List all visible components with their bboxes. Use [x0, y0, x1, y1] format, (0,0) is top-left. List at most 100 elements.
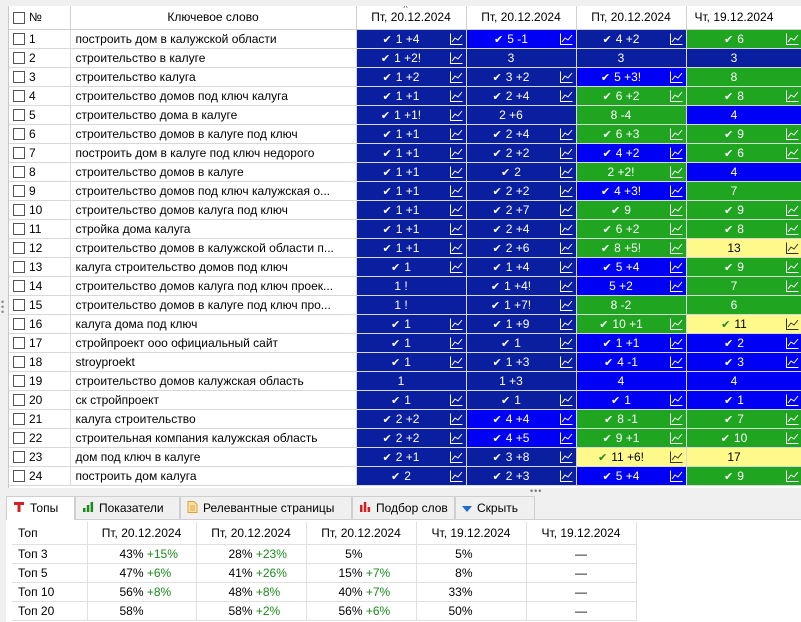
trend-chart-icon[interactable]: [669, 128, 683, 140]
table-row[interactable]: 21 калуга строительство ✔ 2 +2 ✔ 4 +4 ✔ 8 -1 ✔ 7: [9, 409, 801, 429]
trend-chart-icon[interactable]: [669, 413, 683, 425]
row-checkbox[interactable]: [13, 470, 25, 483]
position-cell[interactable]: ✔ 1 +1!: [356, 105, 467, 125]
trend-chart-icon[interactable]: [559, 470, 573, 482]
select-all-checkbox[interactable]: [13, 12, 25, 25]
row-checkbox[interactable]: [13, 394, 25, 407]
row-checkbox[interactable]: [13, 109, 25, 122]
tab-tops[interactable]: Топы: [6, 496, 75, 520]
trend-chart-icon[interactable]: [785, 90, 799, 102]
row-checkbox[interactable]: [13, 185, 25, 198]
tops-header-cell[interactable]: Чт, 19.12.2024: [416, 522, 527, 545]
position-cell[interactable]: ✔ 1 +7!: [466, 295, 577, 315]
trend-chart-icon[interactable]: [785, 261, 799, 273]
trend-chart-icon[interactable]: [559, 204, 573, 216]
trend-chart-icon[interactable]: [449, 33, 463, 45]
trend-chart-icon[interactable]: [669, 470, 683, 482]
position-cell[interactable]: ✔ 10 +1: [576, 314, 687, 334]
position-cell[interactable]: ✔ 8: [686, 219, 801, 239]
row-number-cell[interactable]: 7: [9, 143, 71, 163]
position-cell[interactable]: ✔ 4 +2: [576, 29, 687, 49]
table-row[interactable]: 22 строительная компания калужская област…: [9, 428, 801, 448]
position-cell[interactable]: ✔ 5 +4: [576, 466, 687, 486]
header-num[interactable]: №: [9, 6, 71, 30]
position-cell[interactable]: 8: [686, 67, 801, 87]
trend-chart-icon[interactable]: [785, 337, 799, 349]
position-cell[interactable]: ✔ 1: [356, 390, 467, 410]
position-cell[interactable]: ✔ 6: [686, 143, 801, 163]
position-cell[interactable]: ✔ 10: [686, 428, 801, 448]
table-row[interactable]: 4 строительство домов под ключ калуга ✔ 1 +…: [9, 86, 801, 106]
tab-word-selection[interactable]: Подбор слов: [352, 496, 455, 519]
position-cell[interactable]: ✔ 1 +2!: [356, 48, 467, 68]
row-checkbox[interactable]: [13, 280, 25, 293]
position-cell[interactable]: 2 +2!: [576, 162, 687, 182]
row-number-cell[interactable]: 4: [9, 86, 71, 106]
row-number-cell[interactable]: 21: [9, 409, 71, 429]
table-row[interactable]: 24 построить дом калуга ✔ 2 ✔ 2 +3 ✔ 5 +4 ✔ 9: [9, 466, 801, 486]
position-cell[interactable]: ✔ 9: [686, 200, 801, 220]
position-cell[interactable]: ✔ 5 -1: [466, 29, 577, 49]
table-row[interactable]: 1 построить дом в калужской области ✔ 1 +4 ✔…: [9, 29, 801, 49]
row-number-cell[interactable]: 9: [9, 181, 71, 201]
position-cell[interactable]: 2 +6: [466, 105, 577, 125]
position-cell[interactable]: ✔ 4 +3!: [576, 181, 687, 201]
row-number-cell[interactable]: 17: [9, 333, 71, 353]
keyword-cell[interactable]: строительство домов в калуге под ключ пр…: [70, 295, 357, 315]
position-cell[interactable]: ✔ 3 +2: [466, 67, 577, 87]
row-checkbox[interactable]: [13, 356, 25, 369]
position-cell[interactable]: ✔ 8 +5!: [576, 238, 687, 258]
position-cell[interactable]: ✔ 1: [686, 390, 801, 410]
position-cell[interactable]: ✔ 2 +1: [356, 447, 467, 467]
row-number-cell[interactable]: 14: [9, 276, 71, 296]
position-cell[interactable]: ✔ 9: [686, 466, 801, 486]
row-number-cell[interactable]: 11: [9, 219, 71, 239]
trend-chart-icon[interactable]: [785, 394, 799, 406]
trend-chart-icon[interactable]: [785, 223, 799, 235]
trend-chart-icon[interactable]: [559, 242, 573, 254]
keyword-cell[interactable]: строительство калуга: [70, 67, 357, 87]
trend-chart-icon[interactable]: [449, 185, 463, 197]
position-cell[interactable]: ✔ 2 +4: [466, 86, 577, 106]
keyword-cell[interactable]: калуга строительство домов под ключ: [70, 257, 357, 277]
row-checkbox[interactable]: [13, 52, 25, 65]
position-cell[interactable]: ✔ 1: [466, 333, 577, 353]
trend-chart-icon[interactable]: [559, 318, 573, 330]
trend-chart-icon[interactable]: [669, 223, 683, 235]
keyword-cell[interactable]: строительство домов в калуге под ключ: [70, 124, 357, 144]
tops-row[interactable]: Топ 20 58% 58% +2% 56% +6% 50% —: [12, 601, 637, 621]
position-cell[interactable]: ✔ 1 +1: [576, 333, 687, 353]
row-checkbox[interactable]: [13, 128, 25, 141]
trend-chart-icon[interactable]: [669, 356, 683, 368]
row-number-cell[interactable]: 18: [9, 352, 71, 372]
keyword-cell[interactable]: строительство в калуге: [70, 48, 357, 68]
position-cell[interactable]: 5 +2: [576, 276, 687, 296]
row-checkbox[interactable]: [13, 451, 25, 464]
trend-chart-icon[interactable]: [559, 413, 573, 425]
table-row[interactable]: 15 строительство домов в калуге под ключ …: [9, 295, 801, 315]
keyword-cell[interactable]: стройпроект ооо официальный сайт: [70, 333, 357, 353]
table-row[interactable]: 18 stroyproekt ✔ 1 ✔ 1 +3 ✔ 4 -1 ✔ 3: [9, 352, 801, 372]
trend-chart-icon[interactable]: [449, 356, 463, 368]
trend-chart-icon[interactable]: [559, 451, 573, 463]
position-cell[interactable]: ✔ 1 +4!: [466, 276, 577, 296]
tops-header-cell[interactable]: Пт, 20.12.2024: [196, 522, 307, 545]
row-checkbox[interactable]: [13, 299, 25, 312]
tops-row[interactable]: Топ 3 43% +15% 28% +23% 5% 5% —: [12, 544, 637, 564]
table-row[interactable]: 6 строительство домов в калуге под ключ ✔ 1…: [9, 124, 801, 144]
position-cell[interactable]: 7: [686, 181, 801, 201]
horizontal-splitter[interactable]: [0, 488, 801, 494]
row-checkbox[interactable]: [13, 204, 25, 217]
tops-header-cell[interactable]: Топ: [12, 522, 88, 545]
table-row[interactable]: 5 строительство дома в калуге ✔ 1 +1! 2 +6 8 …: [9, 105, 801, 125]
position-cell[interactable]: ✔ 2 +7: [466, 200, 577, 220]
trend-chart-icon[interactable]: [449, 90, 463, 102]
row-number-cell[interactable]: 15: [9, 295, 71, 315]
trend-chart-icon[interactable]: [669, 71, 683, 83]
table-row[interactable]: 20 ск стройпроект ✔ 1 ✔ 1 ✔ 1 ✔ 1: [9, 390, 801, 410]
position-cell[interactable]: ✔ 1: [356, 314, 467, 334]
position-cell[interactable]: ✔ 4 +2: [576, 143, 687, 163]
row-number-cell[interactable]: 19: [9, 371, 71, 391]
row-checkbox[interactable]: [13, 147, 25, 160]
table-row[interactable]: 11 стройка дома калуга ✔ 1 +1 ✔ 2 +4 ✔ 6 +2 ✔ 8: [9, 219, 801, 239]
